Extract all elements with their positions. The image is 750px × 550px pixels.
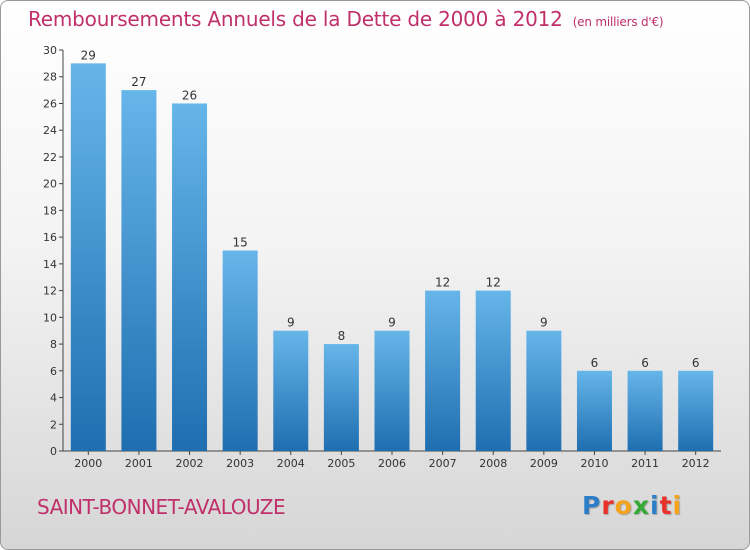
bar-2010	[576, 370, 612, 451]
logo-letter: P	[582, 491, 602, 520]
bar-2006	[374, 330, 410, 451]
y-tick-label: 18	[43, 204, 57, 217]
x-tick-label: 2001	[125, 457, 153, 470]
x-tick-label: 2009	[530, 457, 558, 470]
y-tick-label: 4	[50, 392, 57, 405]
x-tick-label: 2010	[580, 457, 608, 470]
data-label-2009: 9	[540, 316, 548, 330]
data-label-2006: 9	[388, 316, 396, 330]
y-tick-label: 12	[43, 285, 57, 298]
y-tick-label: 24	[43, 124, 57, 137]
x-tick-label: 2007	[429, 457, 457, 470]
y-tick-label: 20	[43, 178, 57, 191]
x-tick-label: 2005	[327, 457, 355, 470]
x-tick-label: 2008	[479, 457, 507, 470]
y-tick-label: 14	[43, 258, 57, 271]
bar-2012	[678, 370, 714, 451]
x-tick-label: 2003	[226, 457, 254, 470]
bar-2008	[475, 290, 511, 451]
bar-2007	[425, 290, 461, 451]
x-tick-label: 2006	[378, 457, 406, 470]
data-label-2001: 27	[131, 75, 146, 89]
x-tick-label: 2011	[631, 457, 659, 470]
data-label-2012: 6	[692, 356, 700, 370]
y-tick-label: 26	[43, 97, 57, 110]
logo-letter: o	[614, 491, 633, 520]
logo-letter: i	[672, 491, 683, 520]
bar-2002	[172, 103, 208, 451]
proxiti-logo: Proxiti	[582, 491, 682, 520]
y-tick-label: 2	[50, 418, 57, 431]
data-label-2000: 29	[81, 48, 96, 62]
data-label-2004: 9	[287, 316, 295, 330]
title-unit: (en milliers d'€)	[572, 15, 664, 29]
y-tick-label: 10	[43, 311, 57, 324]
y-tick-label: 28	[43, 71, 57, 84]
bar-2000	[70, 63, 106, 451]
commune-name: SAINT-BONNET-AVALOUZE	[37, 495, 286, 519]
logo-letter: t	[659, 491, 673, 520]
data-label-2010: 6	[591, 356, 599, 370]
y-tick-label: 22	[43, 151, 57, 164]
logo-letter: x	[632, 491, 650, 520]
y-tick-label: 0	[50, 445, 57, 458]
bar-2003	[222, 250, 258, 451]
data-label-2002: 26	[182, 88, 197, 102]
y-tick-label: 8	[50, 338, 57, 351]
x-tick-label: 2012	[682, 457, 710, 470]
y-tick-label: 30	[43, 44, 57, 57]
logo-letter: r	[601, 491, 615, 520]
x-tick-label: 2004	[277, 457, 305, 470]
x-tick-label: 2000	[74, 457, 102, 470]
bar-2001	[121, 90, 157, 451]
title-text: Remboursements Annuels de la Dette de 20…	[28, 7, 563, 31]
x-tick-label: 2002	[176, 457, 204, 470]
y-tick-label: 6	[50, 365, 57, 378]
data-label-2007: 12	[435, 276, 450, 290]
bar-2005	[323, 344, 359, 451]
bar-2009	[526, 330, 562, 451]
chart-bars: 29 27 26 15 9 8 9 12 12 9 6 6 6	[70, 48, 714, 451]
data-label-2011: 6	[641, 356, 649, 370]
chart-title: Remboursements Annuels de la Dette de 20…	[28, 7, 664, 31]
bar-2011	[627, 370, 663, 451]
data-label-2005: 8	[338, 329, 346, 343]
y-tick-label: 16	[43, 231, 57, 244]
logo-letter: i	[650, 491, 660, 520]
data-label-2008: 12	[486, 276, 501, 290]
data-label-2003: 15	[233, 236, 248, 250]
bar-2004	[273, 330, 309, 451]
